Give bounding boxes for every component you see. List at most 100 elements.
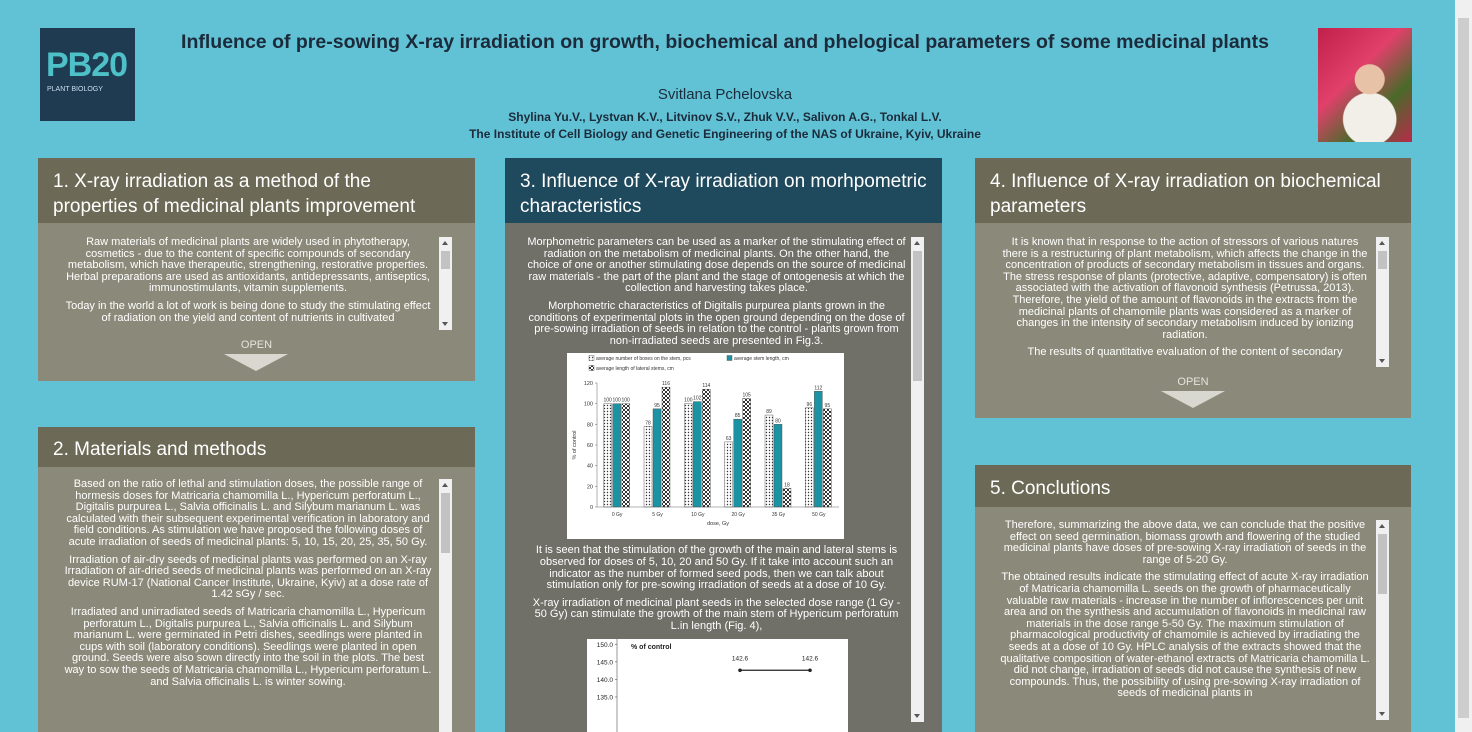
data-label: 142.6 [802, 655, 819, 662]
panel-heading: 4. Influence of X-ray irradiation on bio… [975, 158, 1411, 223]
logo-mark: PB20 [46, 46, 128, 84]
bar [782, 488, 792, 508]
bar [684, 403, 693, 508]
bar [742, 398, 751, 508]
data-label: 102 [693, 396, 702, 402]
panel: 1. X-ray irradiation as a method of the … [38, 158, 475, 381]
y-tick-label: 120 [584, 381, 593, 387]
y-axis-label: % of control [572, 431, 578, 460]
panel: 5. Conclutions Therefore, summarizing th… [975, 465, 1411, 732]
panel: 4. Influence of X-ray irradiation on bio… [975, 158, 1411, 418]
line-chart: 135.0 140.0 145.0 150.0 % of control 142.6 142… [587, 638, 848, 732]
scroll-box[interactable]: It is known that in response to the acti… [999, 237, 1389, 367]
paragraph: The results of quantitative evaluation o… [1027, 346, 1343, 359]
y-tick-label: 150.0 [597, 641, 614, 648]
authors: Shylina Yu.V., Lystvan K.V., Litvinov S.… [508, 110, 942, 124]
y-tick-label: 135.0 [597, 694, 614, 701]
logo: PB20 PLANT BIOLOGY [40, 28, 135, 121]
data-label: 100 [621, 398, 630, 404]
y-tick-label: 0 [590, 505, 593, 511]
page-scrollbar[interactable] [1455, 0, 1472, 732]
data-label: 105 [742, 393, 751, 399]
scroll-box[interactable]: Based on the ratio of lethal and stimula… [62, 479, 452, 732]
legend-swatch [726, 355, 733, 362]
bar [773, 424, 783, 508]
data-point [738, 667, 742, 672]
bar [603, 403, 612, 508]
y-tick-label: 100 [584, 402, 593, 408]
presenter: Svitlana Pchelovska [657, 86, 793, 103]
y-tick-label: 80 [587, 423, 593, 429]
paragraph: Irradiated and unirradiated seeds of Mat… [64, 605, 432, 688]
y-tick-label: 20 [587, 485, 593, 491]
title: Influence of pre-sowing X-ray irradiatio… [181, 31, 1269, 53]
data-label: 63 [726, 436, 732, 442]
scroll-box[interactable]: Therefore, summarizing the above data, w… [999, 520, 1389, 720]
panel-heading: 1. X-ray irradiation as a method of the … [38, 158, 475, 223]
scrollbar[interactable] [1376, 237, 1389, 367]
scrollbar[interactable] [439, 237, 452, 330]
bar [764, 415, 774, 508]
data-label: 89 [766, 409, 772, 415]
paragraph: It is known that in response to the acti… [1002, 237, 1368, 341]
paragraph: Morphometric parameters can be used as a… [527, 237, 906, 295]
data-label: 112 [814, 386, 822, 392]
y-tick-label: 60 [587, 443, 593, 449]
open-button[interactable]: OPEN [240, 339, 273, 351]
bar [805, 407, 814, 508]
bar [702, 389, 711, 508]
panel-heading: 2. Materials and methods [38, 427, 475, 467]
panel: 2. Materials and methods Based on the ra… [38, 427, 475, 732]
x-tick-label: 50 Gy [812, 512, 826, 518]
scroll-box[interactable]: Raw materials of medicinal plants are wi… [62, 237, 452, 330]
paragraph: Based on the ratio of lethal and stimula… [66, 479, 430, 548]
paragraph: It is seen that the stimulation of the g… [535, 544, 898, 592]
open-button[interactable]: OPEN [1177, 376, 1209, 388]
legend-label: average number of boxes on the stem, pcs [596, 356, 691, 362]
x-tick-label: 35 Gy [772, 512, 786, 518]
bar [643, 426, 653, 508]
bar [814, 391, 823, 508]
x-axis-label: dose, Gy [707, 521, 729, 527]
y-tick-label: 40 [587, 464, 593, 470]
bar [621, 403, 630, 508]
data-label: 96 [807, 402, 813, 408]
scroll-box[interactable]: Morphometric parameters can be used as a… [527, 237, 924, 732]
paragraph: Morphometric characteristics of Digitali… [528, 299, 905, 347]
bar-chart: average number of boxes on the stem, pcs… [567, 353, 844, 540]
bar [724, 442, 733, 508]
scrollbar[interactable] [439, 479, 452, 732]
scrollbar[interactable] [1376, 520, 1389, 720]
legend-label: average stem length, cm [734, 356, 789, 362]
x-tick-label: 5 Gy [652, 512, 663, 518]
paragraph: Therefore, summarizing the above data, w… [1003, 520, 1367, 566]
bar [652, 408, 662, 508]
panel: 3. Influence of X-ray irradiation on mor… [505, 158, 942, 732]
legend-swatch [588, 365, 595, 372]
bar [823, 408, 832, 508]
data-label: 114 [702, 384, 710, 390]
bar [693, 401, 702, 508]
open-arrow[interactable] [224, 354, 288, 371]
bar [733, 419, 742, 508]
bar [661, 387, 671, 508]
data-label: 18 [784, 483, 790, 489]
paragraph: Raw materials of medicinal plants are wi… [66, 237, 430, 295]
scrollbar[interactable] [911, 237, 924, 722]
data-label: 100 [603, 398, 612, 404]
data-label: 78 [645, 421, 651, 427]
paragraph: Today in the world a lot of work is bein… [65, 299, 431, 324]
open-arrow[interactable] [1161, 391, 1225, 408]
y-tick-label: 140.0 [597, 676, 614, 683]
data-point [808, 667, 812, 672]
data-label: 95 [654, 403, 660, 409]
bar [612, 403, 621, 508]
paragraph: Irradiation of air-dry seeds of medicina… [64, 553, 432, 601]
paragraph: The obtained results indicate the stimul… [1000, 571, 1370, 700]
x-tick-label: 10 Gy [691, 512, 705, 518]
data-label: 100 [684, 398, 693, 404]
data-label: 142.6 [732, 655, 749, 662]
data-label: 85 [735, 414, 741, 420]
data-label: 95 [825, 403, 831, 409]
